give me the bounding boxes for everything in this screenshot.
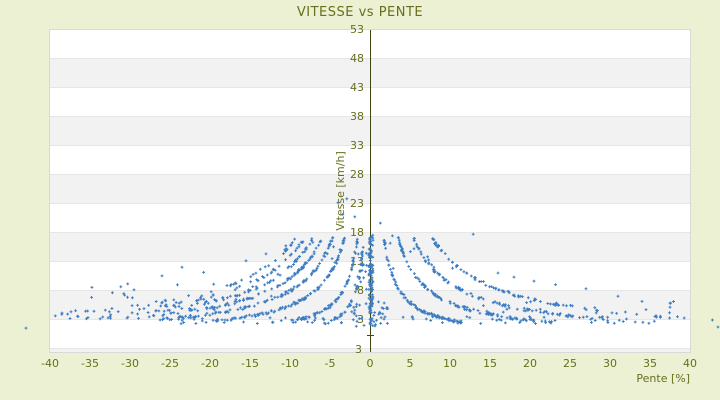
x-tick-label: 25 (563, 357, 577, 370)
y-tick-label: 38 (350, 110, 364, 123)
x-tick-label: 10 (443, 357, 457, 370)
y-axis-line (370, 30, 371, 352)
y-tick-label: 43 (350, 81, 364, 94)
x-axis-title: Pente [%] (636, 372, 690, 385)
x-tick-label: -5 (324, 357, 336, 370)
x-tick-label: -35 (81, 357, 99, 370)
x-tick-label: 5 (406, 357, 414, 370)
y-axis-bottom-label: 3 (355, 343, 362, 356)
y-tick-label: 28 (350, 168, 364, 181)
chart-title: VITESSE vs PENTE (296, 5, 424, 20)
y-tick-label: 8 (357, 284, 364, 297)
x-tick-label: 40 (683, 357, 697, 370)
y-tick-label: 13 (350, 255, 364, 268)
x-tick-label: 15 (483, 357, 497, 370)
x-tick-label: -40 (41, 357, 59, 370)
y-tick-label: 3 (357, 313, 364, 326)
y-tick-label: 53 (350, 23, 364, 36)
x-tick-label: -30 (121, 357, 139, 370)
x-tick-label: -25 (161, 357, 179, 370)
x-tick-label: 30 (603, 357, 617, 370)
x-tick-label: 35 (643, 357, 657, 370)
x-tick-label: 20 (523, 357, 537, 370)
x-tick-label: -10 (281, 357, 299, 370)
y-tick-label: 33 (350, 139, 364, 152)
y-axis-title: Vitesse [km/h] (334, 151, 347, 231)
y-tick-label: 48 (350, 52, 364, 65)
x-tick-label: -20 (201, 357, 219, 370)
x-tick-label: -15 (241, 357, 259, 370)
x-tick-label: 0 (366, 357, 374, 370)
y-axis-end-tick (367, 335, 374, 336)
